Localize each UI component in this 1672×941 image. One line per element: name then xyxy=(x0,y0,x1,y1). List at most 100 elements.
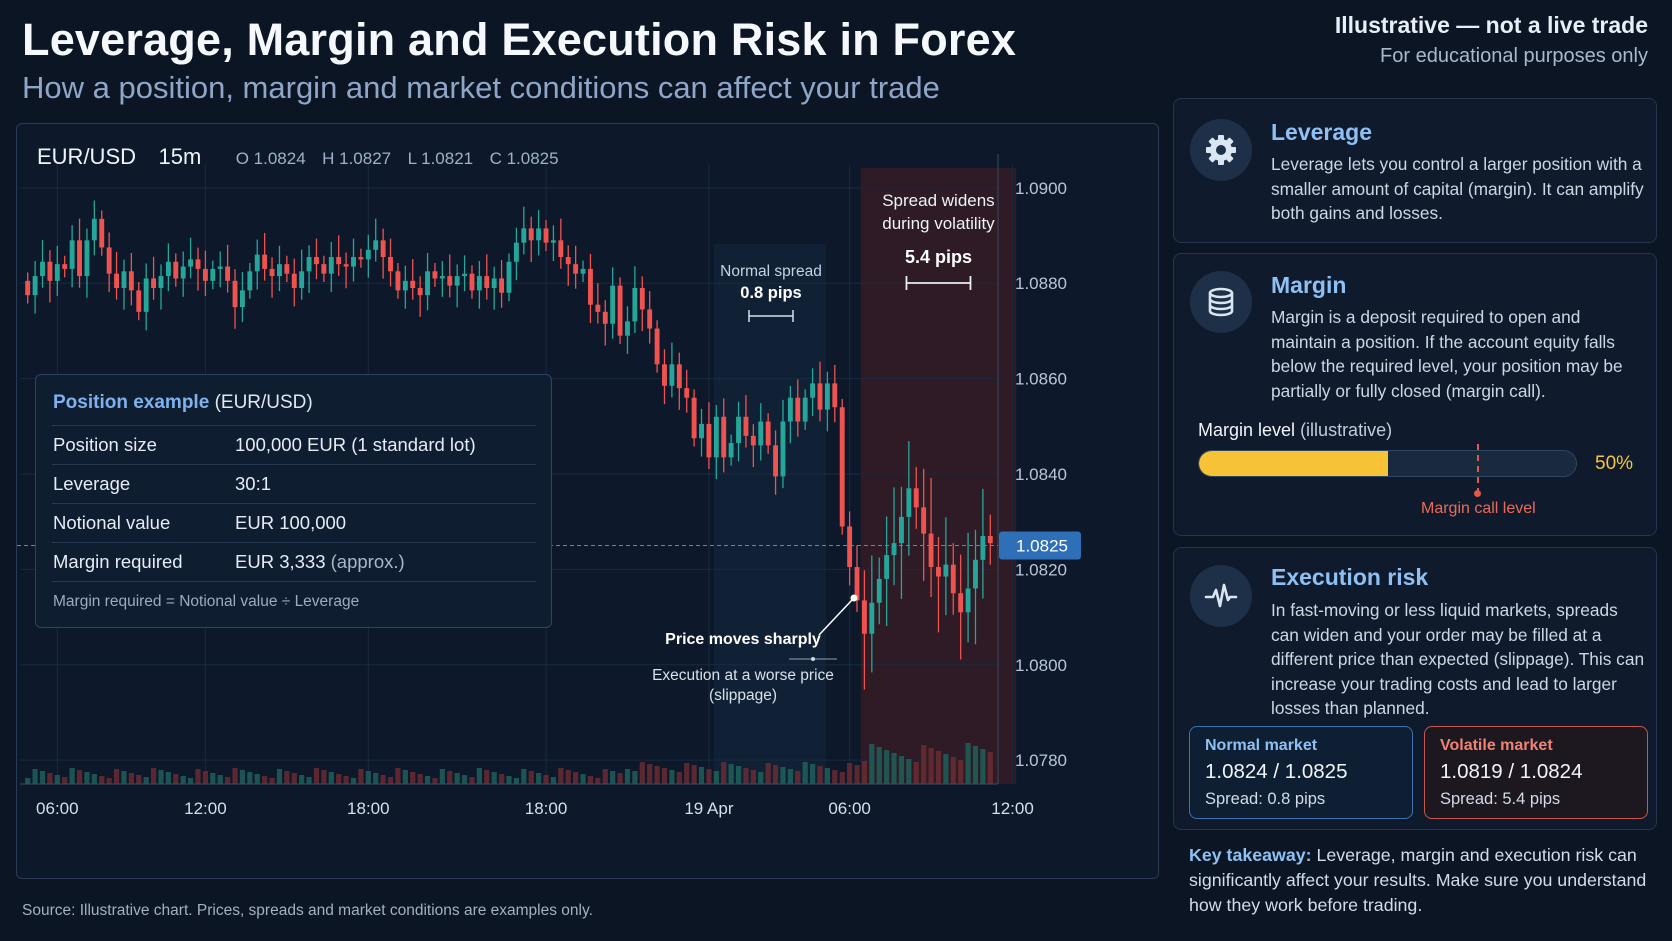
candle xyxy=(876,578,882,603)
candle xyxy=(780,421,786,477)
volume-bar xyxy=(25,778,31,784)
position-example-box: Position example (EUR/USD) Position size… xyxy=(35,374,552,628)
volume-bar xyxy=(217,775,223,784)
candle xyxy=(513,242,519,262)
pulse-icon xyxy=(1190,565,1252,627)
candle xyxy=(676,364,682,389)
volume-bar xyxy=(39,771,46,784)
volume-bar xyxy=(513,778,519,784)
candle xyxy=(832,383,838,408)
candle xyxy=(750,435,756,446)
candle xyxy=(987,536,993,544)
candle xyxy=(647,309,653,329)
candle xyxy=(225,266,231,281)
execution-text: In fast-moving or less liquid markets, s… xyxy=(1271,600,1645,718)
volume-bar xyxy=(54,775,60,784)
price-chart: 1.0900 1.0880 1.0860 1.0840 1.0820 1.0800 1.07… xyxy=(17,154,1081,818)
candle xyxy=(521,228,527,243)
candle xyxy=(595,304,601,312)
volume-bar xyxy=(884,750,890,784)
candle xyxy=(706,423,712,458)
candle xyxy=(336,257,342,265)
symbol-label: EUR/USD xyxy=(37,144,137,169)
volume-bar xyxy=(817,766,823,784)
volume-bar xyxy=(113,769,120,784)
table-row: Notional value EUR 100,000 xyxy=(52,503,536,543)
volume-bar xyxy=(432,778,438,784)
volume-bar xyxy=(180,776,186,784)
y-tick-label: 1.0820 xyxy=(1015,560,1067,579)
volume-bar xyxy=(76,770,83,784)
volume-bar xyxy=(143,777,149,784)
x-tick-label: 19 Apr xyxy=(684,799,733,818)
volume-bar xyxy=(617,773,623,784)
slippage-dot xyxy=(811,657,815,661)
volume-bar xyxy=(654,766,660,784)
leverage-card: Leverage Leverage lets you control a lar… xyxy=(1173,98,1657,243)
candle xyxy=(536,228,542,241)
volume-bar xyxy=(684,763,690,784)
candle xyxy=(728,443,734,458)
volume-bar xyxy=(447,771,453,784)
candle xyxy=(188,259,194,267)
current-price-tag xyxy=(999,531,1081,560)
candle xyxy=(269,268,275,277)
candle xyxy=(928,533,934,567)
volume-bar xyxy=(91,774,97,784)
volume-bar xyxy=(262,776,268,784)
candle xyxy=(432,271,438,279)
volume-bar xyxy=(676,772,682,784)
volume-bar xyxy=(854,765,860,784)
volume-bar xyxy=(239,770,246,784)
volatile-market-spread: Spread: 5.4 pips xyxy=(1440,790,1561,808)
volume-bar xyxy=(691,765,697,784)
volume-bar xyxy=(958,760,964,784)
volume-bar xyxy=(891,753,897,784)
table-row: Margin required EUR 3,333 (approx.) xyxy=(52,542,536,582)
volume-bar xyxy=(795,771,801,784)
page-title: Leverage, Margin and Execution Risk in F… xyxy=(22,14,1017,65)
volume-bar xyxy=(343,776,349,784)
volume-bar xyxy=(336,774,342,784)
candle xyxy=(410,280,416,288)
zone-label-line1: Spread widens xyxy=(882,191,994,210)
candle xyxy=(810,383,816,398)
volume-bar xyxy=(402,770,408,784)
candle xyxy=(210,268,216,281)
volume-bar xyxy=(906,759,912,784)
volume-bar xyxy=(247,772,253,784)
candle xyxy=(625,321,630,336)
x-tick-label: 06:00 xyxy=(828,799,871,818)
candle xyxy=(77,240,82,277)
candle xyxy=(787,397,793,422)
candle xyxy=(247,271,253,291)
volume-bar xyxy=(950,757,956,784)
normal-market-spread: Spread: 0.8 pips xyxy=(1205,790,1326,808)
volume-bar xyxy=(232,768,238,784)
candle xyxy=(291,273,297,288)
candle xyxy=(543,228,549,243)
candle xyxy=(62,264,68,269)
page-subtitle: How a position, margin and market condit… xyxy=(22,70,940,105)
candle xyxy=(388,257,393,272)
ohlc-low: L 1.0821 xyxy=(407,149,474,168)
volume-bar xyxy=(876,747,882,784)
disclaimer-main: Illustrative — not a live trade xyxy=(1334,12,1648,38)
candle xyxy=(617,285,623,336)
volume-bar xyxy=(284,771,290,784)
candle xyxy=(669,364,675,386)
margin-level-fill xyxy=(1199,451,1388,476)
volume-bar xyxy=(928,748,934,784)
volume-bar xyxy=(395,768,401,784)
margin-title: Margin xyxy=(1271,272,1347,298)
volume-bar xyxy=(373,773,379,784)
position-table: Position size 100,000 EUR (1 standard lot… xyxy=(52,425,536,582)
volume-bar xyxy=(706,769,712,784)
candle xyxy=(454,276,460,286)
volume-bar xyxy=(758,772,764,784)
candle xyxy=(143,278,149,312)
candle xyxy=(395,271,401,291)
volume-bar xyxy=(647,764,653,784)
volume-bar xyxy=(350,778,357,784)
candle xyxy=(824,383,830,410)
